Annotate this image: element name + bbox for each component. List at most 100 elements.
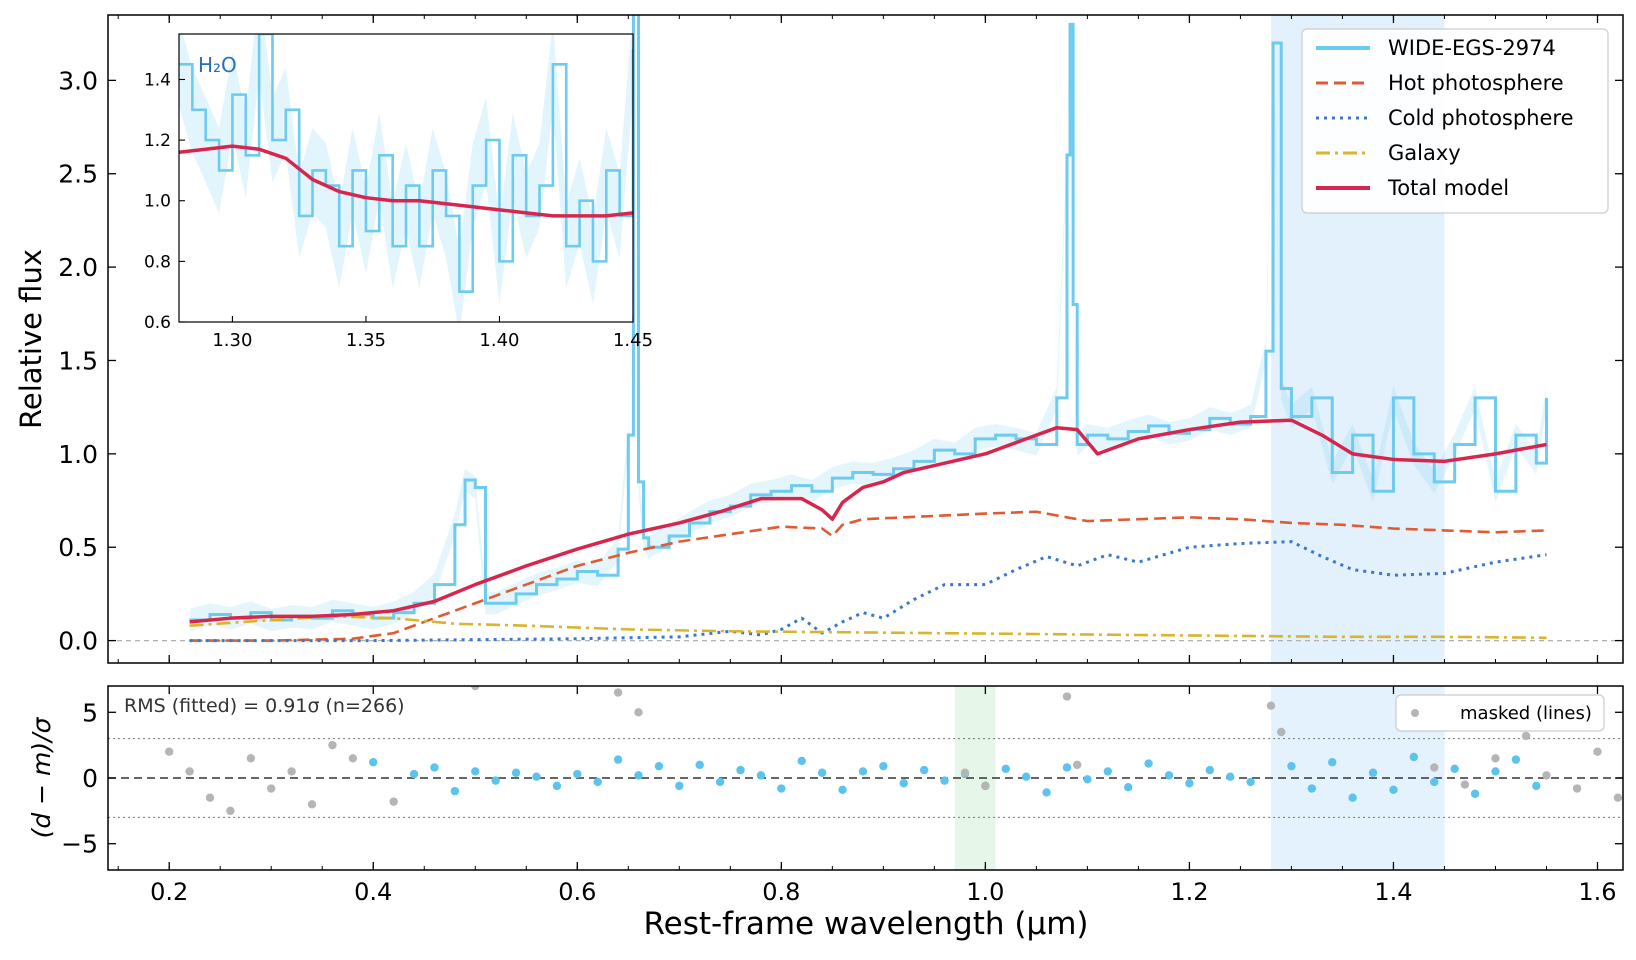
- x-tick-label: 1.0: [966, 878, 1004, 906]
- residual-reference-lines: [108, 738, 1623, 818]
- residual-point-fitted: [756, 771, 766, 780]
- x-tick-label: 1.4: [1374, 878, 1412, 906]
- main-ytick-label: 0.5: [58, 533, 98, 562]
- residual-point-fitted: [1409, 752, 1419, 762]
- residual-point-masked: [1430, 763, 1439, 772]
- inset-ytick-label: 0.6: [144, 313, 171, 333]
- residual-point-masked: [634, 708, 643, 717]
- main-y-ticks: 0.0 0.5 1.0 1.5 2.0 2.5 3.0: [58, 66, 1623, 656]
- series-line-cold-photosphere: [189, 540, 1547, 643]
- residual-points-group: [165, 686, 1623, 816]
- residual-point-fitted: [430, 763, 439, 772]
- residual-point-fitted: [817, 768, 827, 777]
- residual-point-masked: [328, 740, 337, 750]
- inset-xtick-label: 1.40: [479, 330, 519, 351]
- residual-point-masked: [1521, 731, 1531, 741]
- residual-point-fitted: [1021, 772, 1031, 781]
- residual-point-fitted: [593, 777, 602, 787]
- residual-point-masked: [348, 754, 358, 763]
- residual-point-masked: [1062, 692, 1072, 701]
- legend-label-galaxy: Galaxy: [1388, 141, 1461, 165]
- residual-point-fitted: [1430, 777, 1439, 787]
- residual-point-fitted: [838, 785, 847, 795]
- residual-point-masked: [267, 784, 276, 793]
- main-ytick-label: 2.5: [58, 160, 98, 189]
- inset-series-group: [179, 34, 633, 322]
- x-axis-label: Rest-frame wavelength (μm): [643, 906, 1088, 942]
- residual-point-fitted: [797, 756, 806, 766]
- residual-point-fitted: [1491, 767, 1500, 776]
- inset-xtick-label: 1.30: [212, 330, 252, 351]
- residual-point-fitted: [634, 771, 643, 780]
- residual-point-masked: [165, 747, 174, 756]
- residual-point-fitted: [1470, 789, 1480, 798]
- residual-point-fitted: [899, 779, 908, 788]
- residual-point-fitted: [675, 781, 684, 791]
- rms-text: RMS (fitted) = 0.91σ (n=266): [124, 695, 405, 717]
- residual-point-fitted: [919, 765, 929, 775]
- inset-h2o-label: H₂O: [198, 53, 237, 77]
- main-legend: WIDE-EGS-2974 Hot photosphere Cold photosp…: [1301, 28, 1609, 214]
- residual-point-fitted: [1226, 772, 1235, 781]
- legend-label-hot-photosphere: Hot photosphere: [1388, 71, 1564, 95]
- residual-point-masked: [307, 800, 317, 809]
- series-line-galaxy: [189, 615, 1547, 640]
- inset-frame: [178, 33, 634, 323]
- inset-series-spectrum: [179, 34, 633, 293]
- legend-label-wide-egs-2974: WIDE-EGS-2974: [1388, 36, 1556, 60]
- residual-ytick-label: −5: [61, 830, 98, 859]
- residual-y-axis-label: (d − m)/σ: [27, 716, 56, 838]
- residual-point-fitted: [1246, 777, 1255, 787]
- inset-plot-area: [179, 34, 633, 322]
- residual-point-masked: [389, 797, 398, 806]
- residual-panel: −5 0 5 0.2 0.4 0.6 0.8 1.0 1.2 1.4 1.6 RMS (fitte…: [27, 685, 1624, 906]
- residual-point-fitted: [1042, 788, 1051, 797]
- series-line-wide-egs-2974: [189, 15, 1548, 622]
- main-x-ticks: [117, 15, 1599, 663]
- residual-point-fitted: [409, 769, 419, 779]
- main-frame: [107, 14, 1624, 664]
- residual-point-fitted: [1062, 763, 1072, 772]
- residual-point-fitted: [1205, 765, 1215, 775]
- residual-point-masked: [226, 806, 235, 816]
- residual-point-fitted: [858, 767, 868, 776]
- inset-ytick-label: 1.4: [144, 70, 171, 90]
- residual-ytick-label: 5: [82, 698, 98, 727]
- residual-point-fitted: [1532, 781, 1541, 791]
- residual-point-fitted: [1185, 779, 1194, 788]
- inset-xtick-label: 1.35: [346, 330, 386, 351]
- series-line-total-model: [189, 418, 1547, 624]
- residual-point-fitted: [1144, 759, 1153, 768]
- residual-point-masked: [205, 793, 215, 802]
- residual-point-masked: [981, 781, 990, 791]
- residual-point-fitted: [1348, 793, 1357, 802]
- residual-point-masked: [185, 767, 194, 776]
- x-tick-label: 1.2: [1170, 878, 1208, 906]
- residual-point-fitted: [532, 772, 541, 781]
- residual-point-fitted: [369, 758, 378, 767]
- inset-x-ticks: 1.30 1.35 1.40 1.45: [212, 316, 653, 351]
- residual-point-fitted: [450, 786, 460, 796]
- residual-point-masked: [1460, 780, 1470, 789]
- series-line-hot-photosphere: [189, 510, 1547, 642]
- residual-point-fitted: [777, 784, 786, 793]
- main-legend-box: [1301, 28, 1609, 214]
- inset-y-ticks: 0.6 0.8 1.0 1.2 1.4: [144, 70, 185, 333]
- residual-point-fitted: [613, 755, 623, 764]
- residual-point-fitted: [491, 776, 500, 785]
- residual-x-ticks: 0.2 0.4 0.6 0.8 1.0 1.2 1.4 1.6: [117, 686, 1617, 906]
- residual-point-masked: [1593, 747, 1602, 756]
- inset-series-total-model: [179, 144, 633, 218]
- x-tick-label: 0.6: [558, 878, 596, 906]
- main-y-axis-label: Relative flux: [14, 249, 48, 429]
- main-ytick-label: 3.0: [58, 66, 98, 95]
- inset-uncertainty-band: [179, 34, 633, 322]
- residual-point-masked: [613, 688, 623, 697]
- residual-point-fitted: [1287, 761, 1296, 771]
- residual-point-fitted: [695, 760, 704, 770]
- inset-xtick-label: 1.45: [613, 330, 653, 351]
- residual-point-masked: [1572, 784, 1582, 793]
- residual-point-masked: [1277, 727, 1286, 737]
- main-ytick-label: 0.0: [58, 627, 98, 656]
